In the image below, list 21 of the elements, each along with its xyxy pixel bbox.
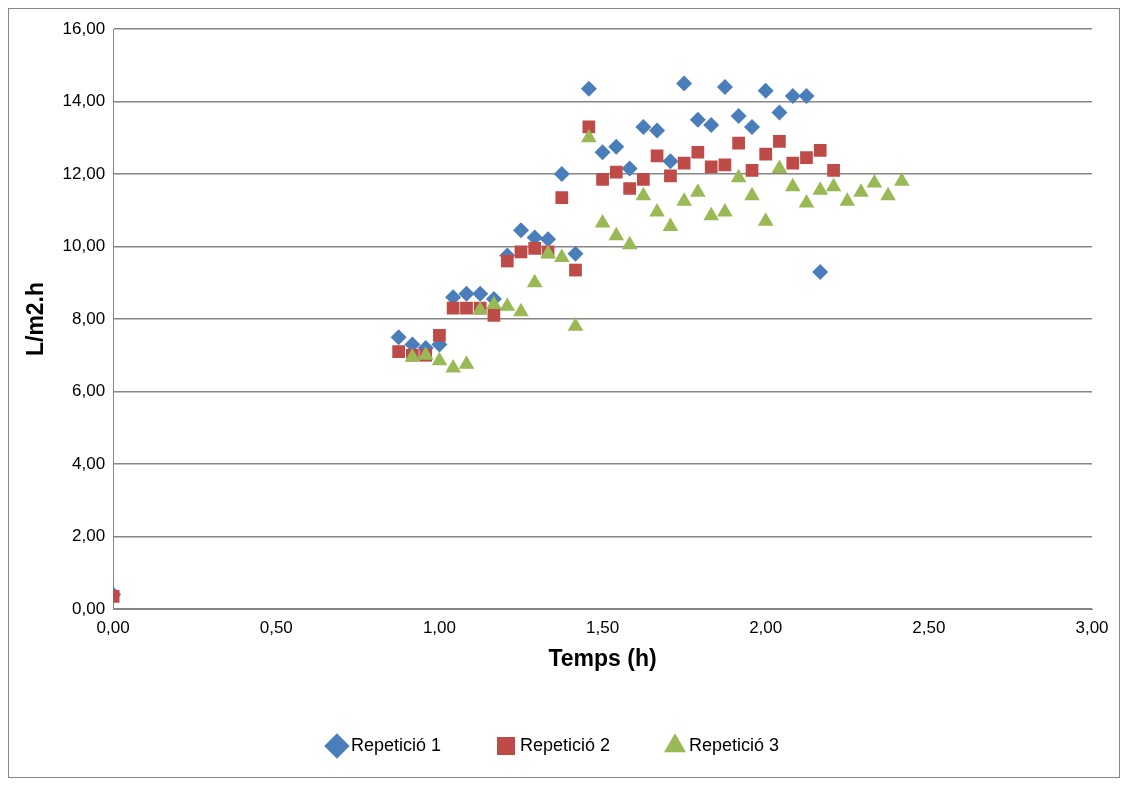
y-tick-label: 2,00	[72, 526, 106, 546]
y-tick-label: 0,00	[72, 598, 106, 618]
y-tick-label: 14,00	[62, 91, 106, 111]
legend-label: Repetició 1	[350, 734, 441, 755]
y-axis-title: L/m2.h	[22, 281, 49, 357]
y-tick-label: 10,00	[62, 236, 106, 256]
x-tick-label: 1,50	[586, 617, 620, 637]
x-tick-label: 2,50	[912, 617, 946, 637]
x-tick-label: 1,00	[422, 617, 456, 637]
x-axis-title: Temps (h)	[548, 644, 657, 671]
y-tick-label: 6,00	[72, 381, 106, 401]
x-tick-label: 3,00	[1075, 617, 1109, 637]
legend-label: Repetició 3	[689, 734, 780, 755]
legend-label: Repetició 2	[519, 734, 611, 755]
x-tick-label: 0,00	[96, 617, 130, 637]
y-tick-label: 4,00	[72, 453, 106, 473]
y-tick-label: 8,00	[72, 308, 106, 328]
y-tick-label: 16,00	[62, 18, 106, 38]
x-tick-label: 0,50	[259, 617, 293, 637]
x-tick-label: 2,00	[749, 617, 783, 637]
y-tick-label: 12,00	[62, 163, 106, 183]
